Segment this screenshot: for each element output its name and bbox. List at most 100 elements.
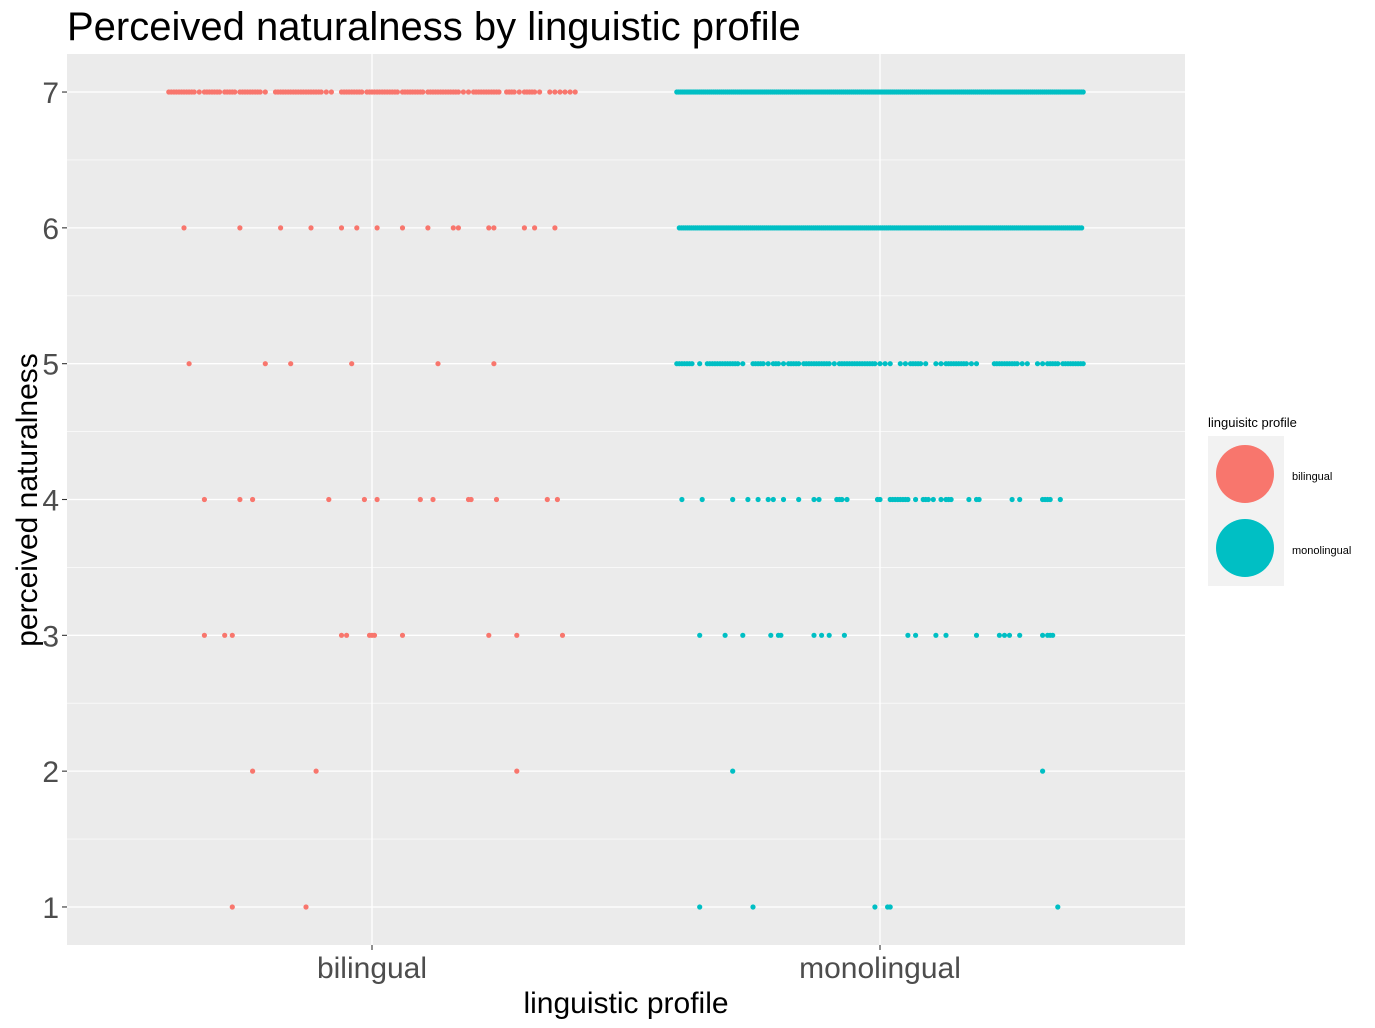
x-tick-label: monolingual	[799, 952, 961, 985]
data-point-bilingual	[371, 632, 378, 638]
data-point-monolingual	[689, 361, 695, 367]
data-point-monolingual	[1057, 496, 1063, 503]
data-point-bilingual	[417, 496, 423, 503]
data-point-bilingual	[435, 361, 441, 367]
data-point-monolingual	[735, 361, 741, 367]
data-point-bilingual	[532, 89, 538, 95]
data-point-bilingual	[511, 89, 517, 95]
data-point-monolingual	[722, 632, 728, 638]
data-point-bilingual	[181, 225, 187, 231]
y-tick-label: 2	[42, 756, 59, 789]
data-point-monolingual	[1080, 89, 1086, 95]
x-tick-label: bilingual	[317, 952, 427, 985]
data-point-monolingual	[1017, 632, 1023, 638]
data-point-bilingual	[557, 89, 563, 95]
data-point-bilingual	[278, 225, 284, 231]
data-point-monolingual	[775, 361, 782, 367]
data-point-bilingual	[308, 225, 314, 231]
data-point-monolingual	[831, 361, 837, 367]
data-point-bilingual	[344, 632, 350, 638]
data-point-bilingual	[262, 89, 268, 95]
data-point-bilingual	[374, 496, 380, 503]
data-point-monolingual	[740, 361, 746, 367]
data-point-monolingual	[841, 632, 848, 638]
data-point-bilingual	[326, 496, 332, 503]
data-point-bilingual	[191, 89, 197, 95]
data-point-bilingual	[232, 89, 238, 95]
data-point-monolingual	[963, 361, 970, 367]
data-point-monolingual	[923, 361, 929, 367]
data-point-monolingual	[905, 496, 911, 503]
data-point-monolingual	[1040, 632, 1046, 638]
data-point-bilingual	[201, 496, 207, 503]
chart-title: Perceived naturalness by linguistic prof…	[67, 5, 801, 49]
data-point-monolingual	[1006, 632, 1013, 638]
data-point-monolingual	[930, 496, 936, 503]
data-point-monolingual	[1017, 496, 1023, 503]
data-point-bilingual	[465, 89, 472, 95]
data-point-bilingual	[318, 89, 324, 95]
data-point-monolingual	[1034, 361, 1041, 367]
data-point-bilingual	[222, 632, 228, 638]
data-point-bilingual	[338, 225, 345, 231]
x-axis-title: linguistic profile	[523, 987, 728, 1020]
data-point-bilingual	[217, 89, 223, 95]
data-point-monolingual	[1014, 361, 1020, 367]
data-point-monolingual	[996, 632, 1003, 638]
data-point-monolingual	[1055, 361, 1061, 367]
data-point-monolingual	[750, 904, 756, 910]
data-point-monolingual	[730, 768, 736, 774]
data-point-monolingual	[1055, 904, 1061, 910]
y-tick-label: 4	[42, 485, 59, 518]
data-point-bilingual	[313, 768, 319, 774]
data-point-bilingual	[567, 89, 573, 95]
data-point-bilingual	[468, 496, 474, 503]
data-point-bilingual	[496, 89, 502, 95]
data-point-monolingual	[778, 632, 784, 638]
data-point-monolingual	[697, 632, 703, 638]
data-point-monolingual	[897, 361, 903, 367]
data-point-monolingual	[933, 361, 939, 367]
data-point-monolingual	[1079, 225, 1085, 231]
data-point-bilingual	[450, 225, 456, 231]
legend-key-bilingual	[1216, 445, 1274, 503]
x-axis-ticks: bilingual monolingual	[317, 945, 961, 985]
data-point-bilingual	[229, 632, 235, 638]
data-point-monolingual	[872, 904, 878, 910]
data-point-monolingual	[925, 496, 931, 503]
y-tick-label: 7	[42, 77, 59, 110]
data-point-monolingual	[938, 361, 944, 367]
data-point-monolingual	[697, 361, 703, 367]
legend-label-bilingual: bilingual	[1292, 471, 1332, 483]
data-point-monolingual	[765, 361, 771, 367]
data-point-monolingual	[811, 632, 817, 638]
data-point-monolingual	[811, 496, 817, 503]
data-point-monolingual	[902, 361, 909, 367]
data-point-bilingual	[338, 632, 345, 638]
data-point-monolingual	[740, 632, 746, 638]
data-point-bilingual	[460, 89, 466, 95]
data-point-monolingual	[699, 496, 705, 503]
data-point-monolingual	[913, 632, 919, 638]
y-axis-ticks: 1 2 3 4 5 6 7	[42, 77, 67, 925]
data-point-bilingual	[544, 496, 550, 503]
data-point-bilingual	[537, 89, 543, 95]
data-point-bilingual	[532, 225, 538, 231]
legend-label-monolingual: monolingual	[1292, 545, 1351, 557]
data-point-bilingual	[491, 361, 497, 367]
data-point-bilingual	[399, 225, 406, 231]
data-point-bilingual	[491, 225, 497, 231]
data-point-bilingual	[250, 496, 256, 503]
data-point-bilingual	[486, 225, 492, 231]
data-point-bilingual	[237, 225, 243, 231]
data-point-monolingual	[780, 361, 787, 367]
data-point-monolingual	[976, 496, 982, 503]
data-point-monolingual	[826, 632, 832, 638]
data-point-bilingual	[257, 89, 263, 95]
data-point-monolingual	[796, 496, 802, 503]
data-point-bilingual	[250, 768, 256, 774]
data-point-bilingual	[552, 225, 558, 231]
data-point-bilingual	[374, 225, 380, 231]
data-point-monolingual	[760, 361, 766, 367]
data-point-monolingual	[918, 361, 924, 367]
